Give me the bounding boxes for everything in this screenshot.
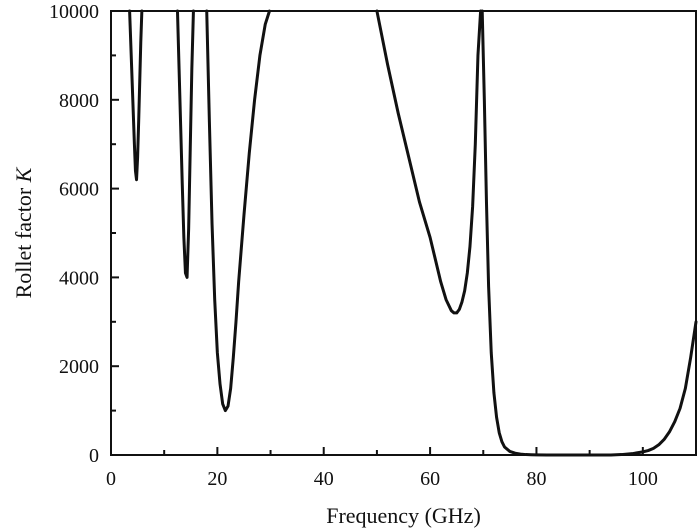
x-axis-title: Frequency (GHz) xyxy=(326,503,481,528)
x-tick-label: 40 xyxy=(314,468,334,490)
x-tick-label: 0 xyxy=(106,468,116,490)
y-tick-label: 4000 xyxy=(59,267,99,289)
plot-frame xyxy=(110,10,697,456)
series-line xyxy=(128,9,698,457)
y-tick-label: 0 xyxy=(89,445,99,467)
x-tick-label: 100 xyxy=(628,468,658,490)
series-group xyxy=(128,9,698,457)
x-tick-label: 80 xyxy=(526,468,546,490)
y-tick-label: 2000 xyxy=(59,356,99,378)
x-tick-label: 20 xyxy=(207,468,227,490)
y-tick-label: 6000 xyxy=(59,179,99,201)
y-axis-title: Rollet factor K xyxy=(11,166,36,298)
y-axis-title-var: K xyxy=(11,166,36,183)
tick-labels: 0 20 40 60 80 100 0 2000 4000 6000 8000 10000 xyxy=(49,1,658,490)
y-tick-label: 8000 xyxy=(59,90,99,112)
x-tick-label: 60 xyxy=(420,468,440,490)
y-tick-label: 10000 xyxy=(49,1,99,23)
axes xyxy=(110,10,697,456)
y-axis-title-main: Rollet factor xyxy=(11,182,36,298)
